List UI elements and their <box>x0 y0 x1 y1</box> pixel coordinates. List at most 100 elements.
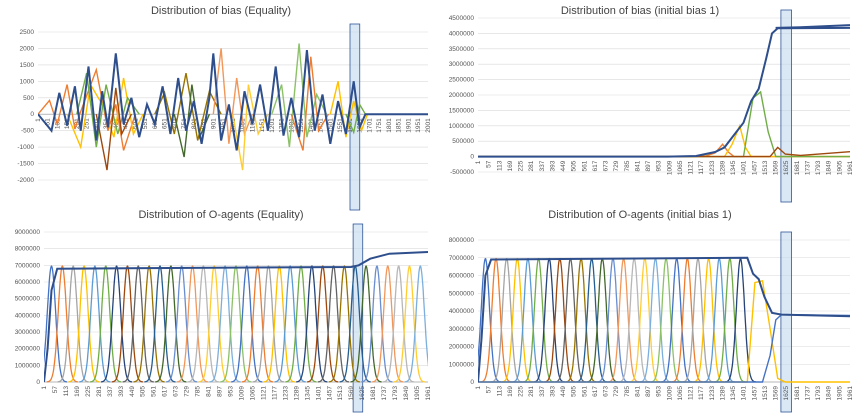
x-tick-label: 1625 <box>783 160 790 175</box>
series-line <box>404 265 428 383</box>
x-tick-label: 729 <box>613 386 620 397</box>
y-tick-label: 0 <box>470 154 474 161</box>
y-tick-label: 6000000 <box>15 279 41 286</box>
series-line <box>242 265 274 383</box>
x-tick-label: 951 <box>220 118 227 129</box>
x-tick-label: 1737 <box>381 386 388 401</box>
x-tick-label: 1457 <box>326 386 333 401</box>
series-line <box>512 257 544 383</box>
y-tick-label: 1500000 <box>449 107 475 114</box>
x-tick-label: 1289 <box>293 386 300 401</box>
x-tick-label: 1 <box>35 118 42 122</box>
x-tick-label: 1009 <box>238 386 245 401</box>
x-tick-label: 953 <box>656 160 663 171</box>
y-tick-label: 3000000 <box>15 329 41 336</box>
y-tick-label: 500 <box>23 95 34 102</box>
x-tick-label: 1905 <box>836 386 843 401</box>
x-tick-label: 1961 <box>847 160 852 175</box>
series-line <box>209 265 241 383</box>
series-line <box>565 257 597 383</box>
x-tick-label: 449 <box>560 160 567 171</box>
y-tick-label: 2500000 <box>449 77 475 84</box>
series-line <box>523 257 555 383</box>
x-tick-label: 785 <box>624 160 631 171</box>
y-tick-label: 4000000 <box>449 308 475 315</box>
x-tick-label: 281 <box>96 386 103 397</box>
y-tick-label: 0 <box>30 111 34 118</box>
x-tick-label: 1065 <box>249 386 256 401</box>
series-line <box>725 257 756 383</box>
series-line-main <box>478 256 850 383</box>
series-line <box>44 265 67 383</box>
x-tick-label: 1513 <box>762 386 769 401</box>
series-group <box>478 24 850 158</box>
y-tick-label: 9000000 <box>15 229 41 236</box>
x-tick-label: 201 <box>74 118 81 129</box>
chart-3-title: Distribution of O-agents (Equality) <box>138 209 303 221</box>
x-tick-label: 1849 <box>826 386 833 401</box>
y-tick-label: 4500000 <box>449 15 475 22</box>
x-tick-label: 1569 <box>773 160 780 175</box>
x-tick-label: 449 <box>129 386 136 397</box>
x-tick-label: 1701 <box>367 118 374 133</box>
x-tick-label: 1351 <box>298 118 305 133</box>
series-line <box>285 265 317 383</box>
x-tick-label: 1009 <box>666 160 673 175</box>
x-tick-label: 1625 <box>783 386 790 401</box>
chart-2: Distribution of bias (initial bias 1) 45… <box>449 5 852 203</box>
series-line <box>478 279 850 383</box>
x-tick-label: 1233 <box>282 386 289 401</box>
series-line <box>478 146 850 158</box>
x-tick-label: 897 <box>217 386 224 397</box>
x-tick-label: 1681 <box>794 386 801 401</box>
y-tick-label: 0 <box>36 379 40 386</box>
x-tick-label: 561 <box>151 386 158 397</box>
series-line <box>650 257 682 383</box>
series-line <box>661 257 693 383</box>
series-line <box>290 56 330 151</box>
x-tick-label: 1905 <box>414 386 421 401</box>
series-line <box>95 87 133 171</box>
y-tick-label: 5000000 <box>449 290 475 297</box>
x-tick-label: 1345 <box>730 160 737 175</box>
series-line <box>629 257 661 383</box>
series-line <box>372 265 404 383</box>
series-line <box>90 265 122 383</box>
series-group <box>44 251 428 383</box>
series-line <box>46 265 78 383</box>
series-line <box>122 265 154 383</box>
x-tick-label: 1737 <box>804 386 811 401</box>
x-tick-label: 1513 <box>337 386 344 401</box>
x-tick-label: 953 <box>228 386 235 397</box>
series-line <box>533 257 565 383</box>
y-tick-label: 1000 <box>20 78 35 85</box>
series-line <box>155 265 187 383</box>
series-line-main <box>478 26 850 158</box>
x-tick-label: 393 <box>549 160 556 171</box>
series-line <box>68 265 100 383</box>
series-line <box>478 90 850 158</box>
x-tick-label: 897 <box>645 386 652 397</box>
x-tick-label: 1801 <box>386 118 393 133</box>
x-tick-label: 1065 <box>677 386 684 401</box>
series-line <box>231 265 263 383</box>
x-tick-label: 1065 <box>677 160 684 175</box>
x-tick-label: 1737 <box>804 160 811 175</box>
x-tick-label: 57 <box>52 386 59 394</box>
series-line <box>176 265 208 383</box>
x-tick-label: 1 <box>475 386 482 390</box>
series-line <box>79 265 111 383</box>
x-tick-label: 1289 <box>719 160 726 175</box>
x-tick-label: 841 <box>634 386 641 397</box>
series-line <box>361 265 393 383</box>
x-tick-label: 1177 <box>698 160 705 174</box>
y-tick-label: 3000000 <box>449 61 475 68</box>
x-tick-label: 901 <box>211 118 218 129</box>
x-tick-label: 841 <box>206 386 213 397</box>
series-line <box>555 257 586 383</box>
y-tick-label: 7000000 <box>449 255 475 262</box>
x-tick-label: 617 <box>162 386 169 397</box>
x-tick-label: 1345 <box>730 386 737 401</box>
series-line <box>597 257 629 383</box>
x-tick-label: 561 <box>581 160 588 171</box>
